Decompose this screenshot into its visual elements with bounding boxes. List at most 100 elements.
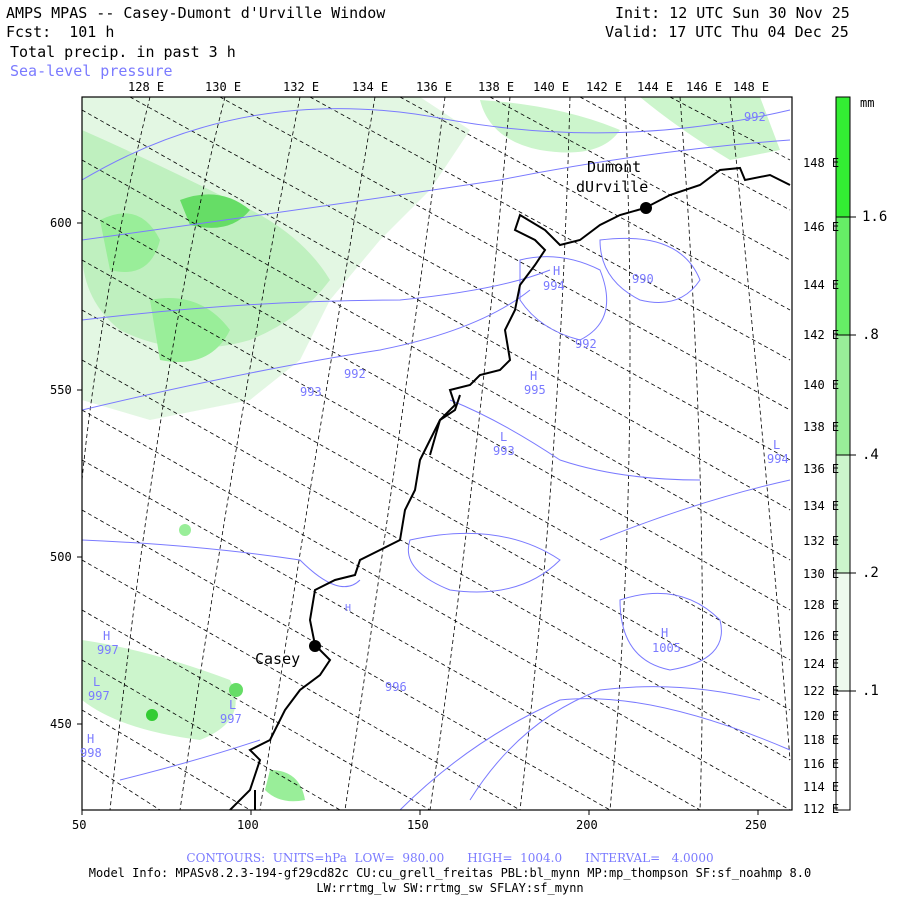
lon-label: 134 E [803,499,840,513]
lon-label: 118 E [803,733,840,747]
precip-area [82,130,330,348]
precip-area [229,683,243,697]
colorbar-label: .4 [862,447,879,463]
lon-label: 146 E [803,220,840,234]
colorbar-label: .1 [862,683,879,699]
lon-label: 128 E [128,80,165,94]
lon-label: 144 E [637,80,674,94]
y-tick-label: 550 [50,383,72,397]
station-label-casey: Casey [255,650,301,668]
station-label-dumont: Dumont [587,158,642,176]
pressure-label: 994 [767,452,789,466]
high-low-mark: L [773,438,781,452]
x-tick-label: 150 [407,818,429,832]
high-low-mark: H [553,264,561,278]
lon-label: 126 E [803,629,840,643]
colorbar-frame [835,96,851,811]
pressure-label: 993 [493,444,515,458]
high-low-mark: H [345,603,352,614]
lon-label: 116 E [803,757,840,771]
lon-label: 148 E [803,156,840,170]
lon-label: 144 E [803,278,840,292]
high-low-mark: L [500,430,508,444]
colorbar-segment [836,97,850,217]
model-info: Model Info: MPASv8.2.3-194-gf29cd82c CU:… [88,866,812,880]
pressure-label: 997 [88,689,110,703]
forecast-hour: Fcst: 101 h [6,23,115,41]
high-low-mark: L [93,675,101,689]
precip-area [179,524,191,536]
high-low-mark: H [661,626,669,640]
high-low-mark: H [87,732,95,746]
init-time: Init: 12 UTC Sun 30 Nov 25 [615,4,850,22]
high-low-mark: H [103,629,111,643]
pressure-label: 992 [744,110,766,124]
pressure-label: 992 [575,337,597,351]
lon-label: 122 E [803,684,840,698]
pressure-label: 997 [97,643,119,657]
pressure-contours [82,108,791,810]
pressure-label: 993 [300,385,322,399]
lon-label: 148 E [733,80,770,94]
colorbar-label: .8 [862,327,879,343]
pressure-label: 997 [220,712,242,726]
lon-label: 128 E [803,598,840,612]
lon-label: 136 E [803,462,840,476]
x-tick-label: 250 [745,818,767,832]
pressure-label: 990 [632,272,654,286]
field-name: Total precip. in past 3 h [10,43,236,61]
colorbar-label: .2 [862,565,879,581]
lon-label: 140 E [533,80,570,94]
lon-label: 136 E [416,80,453,94]
colorbar-label: 1.6 [862,209,888,225]
x-tick-label: 50 [72,818,87,832]
station-label-dumont-line2: dUrville [576,178,649,196]
lon-label: 114 E [803,780,840,794]
colorbar-segment [836,691,850,810]
lon-label: 142 E [803,328,840,342]
coastline [229,166,791,810]
lon-label: 138 E [803,420,840,434]
overlay-name: Sea-level pressure [10,62,173,80]
graticule [82,97,791,810]
lon-label: 124 E [803,657,840,671]
lon-label: 132 E [283,80,320,94]
pressure-label: 992 [344,367,366,381]
precip-area [150,298,230,362]
contour-info: CONTOURS: UNITS=hPa LOW= 980.00 HIGH= 10… [186,851,714,865]
high-low-mark: H [530,369,538,383]
precip-area [146,709,158,721]
pressure-label: 1005 [652,641,681,655]
precip-area [640,97,780,160]
map-title: AMPS MPAS -- Casey-Dumont d'Urville Wind… [6,4,386,22]
pressure-label: 998 [80,746,102,760]
lon-label: 134 E [352,80,389,94]
lon-label: 130 E [803,567,840,581]
precip-area [265,770,305,802]
y-tick-label: 600 [50,216,72,230]
lon-label: 132 E [803,534,840,548]
pressure-label: 995 [524,383,546,397]
lon-label: 120 E [803,709,840,723]
precip-area [480,100,620,153]
x-tick-label: 200 [576,818,598,832]
x-tick-label: 100 [237,818,259,832]
lon-label: 138 E [478,80,515,94]
pressure-label: 994 [543,279,565,293]
lon-label: 130 E [205,80,242,94]
pressure-label: 996 [385,680,407,694]
high-low-mark: L [229,698,237,712]
colorbar-segment [836,573,850,691]
precip-shading [82,97,780,802]
valid-time: Valid: 17 UTC Thu 04 Dec 25 [605,23,849,41]
colorbar [835,96,856,811]
lon-label: 112 E [803,802,840,816]
colorbar-segment [836,217,850,335]
precip-area [82,640,236,740]
colorbar-segment [836,455,850,573]
station-dot-casey [309,640,321,652]
y-tick-label: 500 [50,550,72,564]
lon-label: 146 E [686,80,723,94]
y-tick-label: 450 [50,717,72,731]
